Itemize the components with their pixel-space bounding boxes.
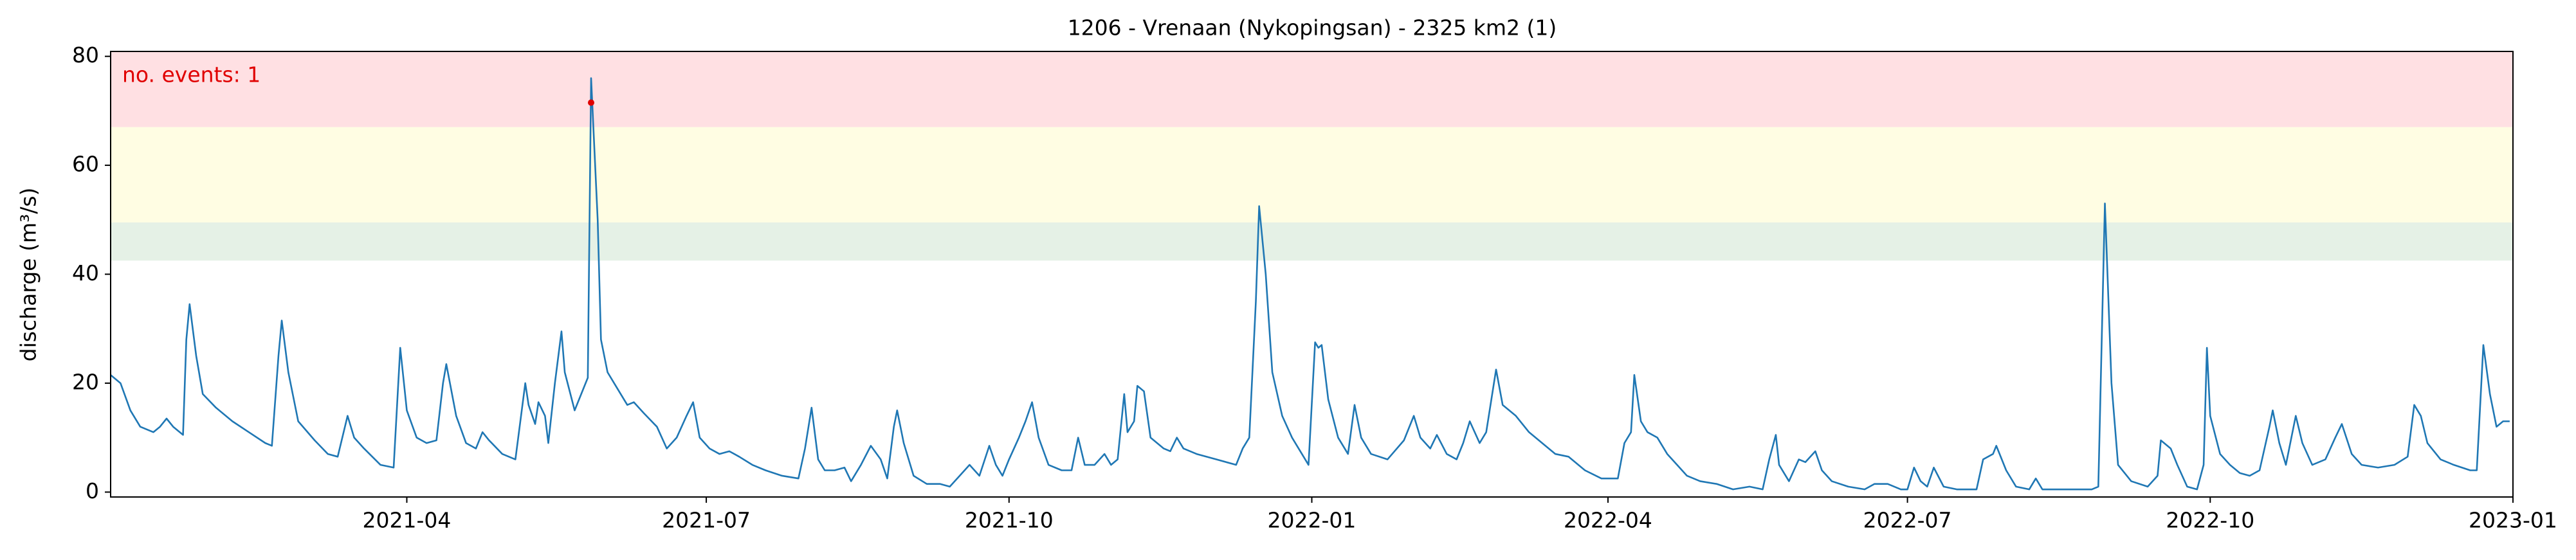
x-tick-label: 2021-07: [662, 508, 751, 533]
y-tick-label: 80: [72, 42, 99, 68]
x-tick-label: 2022-04: [1564, 508, 1652, 533]
threshold-band: [111, 127, 2513, 223]
annotation: no. events: 1: [122, 62, 260, 87]
data-line: [110, 77, 2510, 491]
event-marker: [588, 99, 594, 106]
x-tick-label: 2021-04: [363, 508, 452, 533]
plot-frame: [110, 51, 2514, 498]
y-tick-label: 60: [72, 152, 99, 177]
x-tick-label: 2022-01: [1268, 508, 1357, 533]
chart-title: 1206 - Vrenaan (Nykopingsan) - 2325 km2 …: [1068, 15, 1557, 41]
x-tick-label: 2023-01: [2469, 508, 2557, 533]
y-axis-label: discharge (m³/s): [16, 188, 41, 362]
y-tick-label: 0: [86, 478, 99, 503]
threshold-band: [111, 222, 2513, 261]
x-tick-label: 2021-10: [965, 508, 1054, 533]
x-tick-label: 2022-10: [2166, 508, 2254, 533]
x-tick-label: 2022-07: [1863, 508, 1952, 533]
y-tick-label: 40: [72, 260, 99, 285]
y-tick-label: 20: [72, 369, 99, 394]
threshold-band: [111, 51, 2513, 127]
